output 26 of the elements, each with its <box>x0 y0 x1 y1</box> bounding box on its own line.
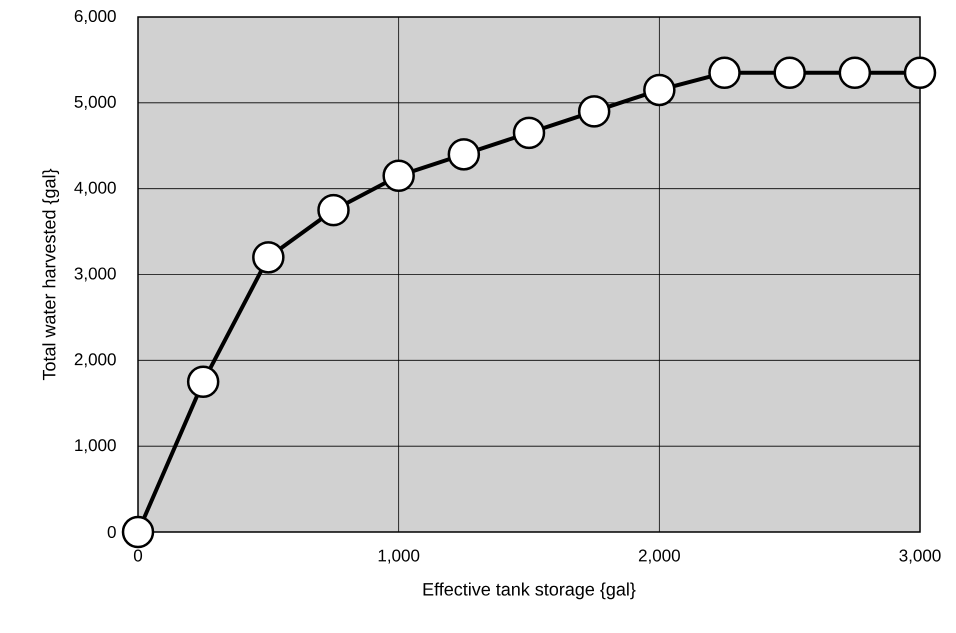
point <box>708 56 741 90</box>
y-tick-label: 3,000 <box>74 267 116 282</box>
point <box>512 116 546 150</box>
point <box>122 516 154 548</box>
point <box>448 138 480 171</box>
y-tick-label: 2,000 <box>74 353 116 368</box>
point <box>838 56 872 90</box>
point <box>252 241 285 274</box>
y-axis-title: Total water harvested {gal} <box>42 168 60 380</box>
point <box>773 56 806 90</box>
point <box>643 74 676 106</box>
y-tick-label: 6,000 <box>74 10 116 24</box>
x-tick-label: 3,000 <box>899 550 941 564</box>
y-tick-label: 5,000 <box>74 96 116 110</box>
point <box>317 194 350 226</box>
point <box>578 95 610 128</box>
point <box>186 366 220 398</box>
y-tick-label: 0 <box>108 526 116 538</box>
x-tick-label: 2,000 <box>638 550 680 564</box>
y-tick-label: 1,000 <box>75 439 116 454</box>
point <box>382 160 415 192</box>
x-tick-label: 0 <box>134 550 142 562</box>
y-tick-label: 4,000 <box>74 182 116 196</box>
x-axis-title: Effective tank storage {gal} <box>424 582 636 600</box>
x-tick-label: 1,000 <box>378 550 420 564</box>
point <box>904 56 936 90</box>
